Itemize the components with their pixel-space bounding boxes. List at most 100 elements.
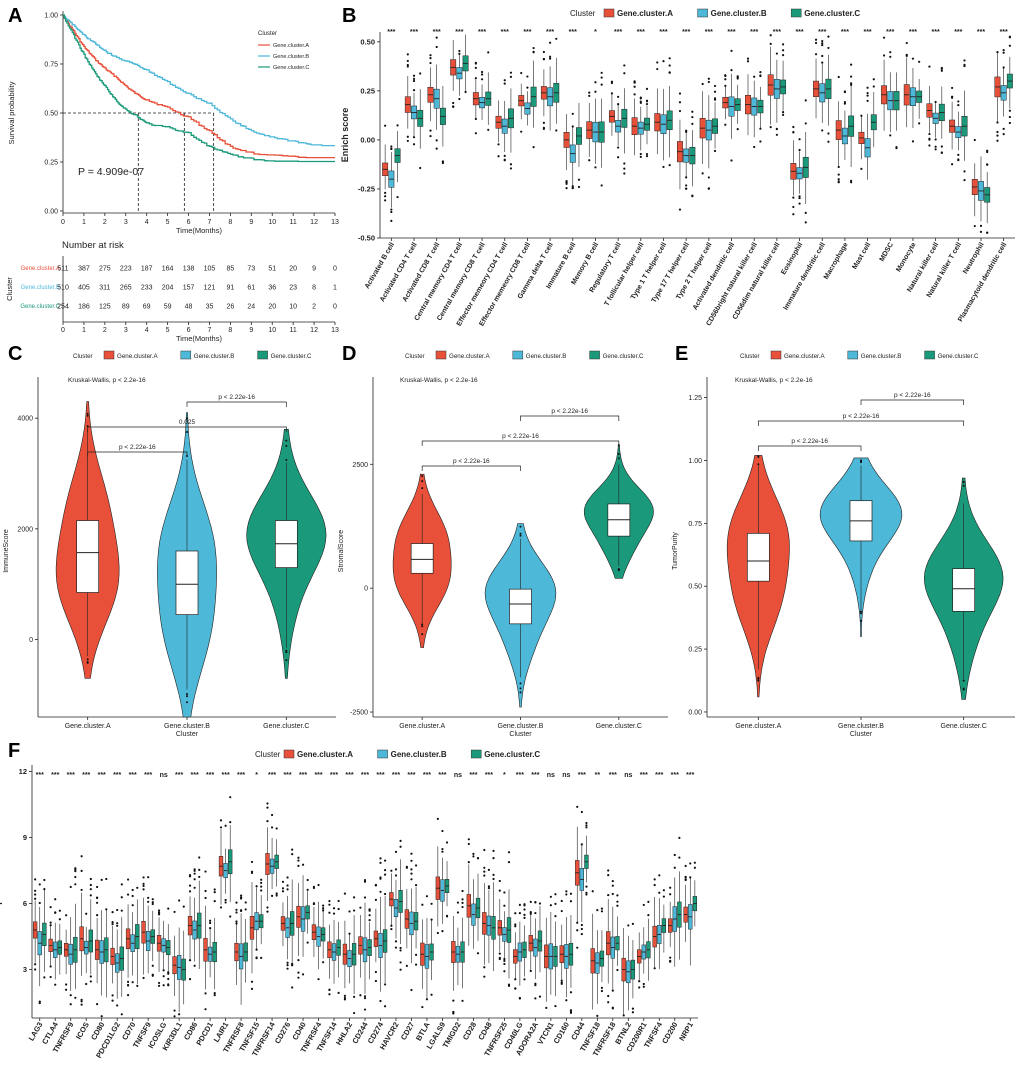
b-outlier: [724, 123, 727, 126]
b-outlier: [497, 155, 500, 158]
d-violin-outlier: [519, 525, 522, 528]
f-outlier: [693, 861, 696, 864]
panel-label-f: F: [8, 740, 20, 762]
b-significance: ***: [932, 29, 940, 36]
f-outlier: [487, 885, 491, 888]
f-outlier: [95, 885, 99, 889]
b-outlier: [781, 49, 785, 52]
b-outlier: [792, 205, 795, 209]
km-x-tick-label: 2: [103, 219, 107, 226]
b-outlier: [532, 146, 535, 149]
f-outlier: [430, 902, 433, 905]
f-outlier: [270, 813, 274, 817]
b-x-tick-label: Macrophage: [823, 241, 850, 280]
b-outlier: [701, 82, 704, 86]
panel-label-c: C: [8, 343, 22, 365]
f-outlier: [322, 904, 325, 907]
f-outlier: [503, 957, 506, 961]
f-x-tick-label: NRP1: [677, 1021, 695, 1043]
c-legend-legend-title: Cluster: [73, 353, 93, 360]
f-outlier: [173, 1009, 176, 1012]
f-outlier: [105, 877, 108, 881]
f-outlier: [353, 1011, 356, 1015]
b-outlier: [691, 110, 694, 113]
d-bracket-label: p < 2.22e-16: [453, 458, 490, 465]
b-outlier: [781, 54, 785, 57]
f-outlier: [255, 956, 258, 959]
f-outlier: [673, 853, 676, 857]
f-outlier: [523, 916, 526, 919]
f-outlier: [554, 902, 557, 906]
f-significance: ***: [191, 772, 199, 779]
c-bracket-label: p < 2.22e-16: [218, 394, 255, 401]
d-y-tick-label: 2500: [352, 462, 368, 469]
b-significance: ***: [886, 29, 894, 36]
f-outlier: [204, 1008, 207, 1011]
f-outlier: [80, 998, 83, 1001]
b-x-tick-label: MDSC: [879, 242, 895, 263]
km-x-tick-label: 4: [145, 219, 149, 226]
risk-row-label: Gene.cluster.C: [20, 304, 60, 310]
b-x-tick-label: Neutrophil: [962, 241, 986, 275]
f-outlier: [383, 859, 387, 862]
e-y-tick-label: 0.25: [688, 647, 702, 654]
f-outlier: [260, 889, 263, 892]
f-outlier: [337, 907, 340, 911]
f-outlier: [116, 922, 119, 925]
b-outlier: [730, 49, 733, 52]
f-significance: ***: [516, 772, 524, 779]
b-outlier: [526, 86, 529, 89]
c-test-label: Kruskal-Wallis, p < 2.2e-16: [68, 377, 146, 384]
f-outlier: [239, 897, 243, 900]
b-outlier: [713, 149, 717, 153]
f-outlier: [642, 903, 645, 907]
b-significance: *: [594, 29, 597, 36]
f-outlier: [363, 879, 367, 882]
b-significance: ***: [727, 29, 735, 36]
f-outlier: [631, 1007, 635, 1010]
b-outlier: [509, 71, 513, 74]
risk-value: 8: [312, 285, 316, 292]
d-violin-outlier: [617, 457, 620, 460]
b-outlier: [600, 76, 603, 79]
f-outlier: [611, 892, 614, 896]
f-outlier: [549, 895, 552, 898]
km-x-tick-label: 8: [228, 219, 232, 226]
f-outlier: [111, 994, 114, 997]
f-outlier: [476, 856, 480, 860]
b-outlier: [497, 143, 500, 146]
f-outlier: [235, 920, 238, 923]
f-outlier: [379, 999, 382, 1003]
f-outlier: [452, 999, 455, 1002]
f-outlier: [291, 986, 294, 989]
f-outlier: [576, 929, 579, 932]
f-outlier: [368, 908, 371, 911]
f-outlier: [689, 862, 692, 865]
f-outlier: [410, 988, 413, 992]
risk-value: 24: [247, 304, 255, 311]
b-outlier: [792, 131, 795, 134]
risk-value: 91: [226, 285, 234, 292]
b-outlier: [918, 122, 921, 125]
b-outlier: [571, 185, 574, 188]
f-outlier: [270, 894, 274, 898]
b-outlier: [996, 121, 999, 124]
risk-value: 265: [120, 285, 132, 292]
c-violin-outlier: [186, 693, 188, 696]
f-outlier: [353, 909, 356, 912]
f-outlier: [126, 983, 130, 987]
f-outlier: [476, 952, 480, 955]
f-outlier: [111, 921, 114, 924]
f-outlier: [363, 880, 367, 883]
f-outlier: [116, 924, 119, 927]
b-x-tick-label: Mast cell: [851, 241, 872, 270]
e-legend-legend-label: Gene.cluster.C: [938, 353, 979, 360]
f-outlier: [565, 890, 568, 893]
f-y-tick-label: 6: [23, 899, 27, 908]
f-outlier: [286, 967, 289, 970]
risk-x-tick-label: 9: [249, 327, 253, 334]
c-violin-box: [175, 550, 199, 615]
f-outlier: [250, 987, 254, 990]
f-outlier: [379, 861, 382, 864]
f-outlier: [414, 963, 418, 966]
